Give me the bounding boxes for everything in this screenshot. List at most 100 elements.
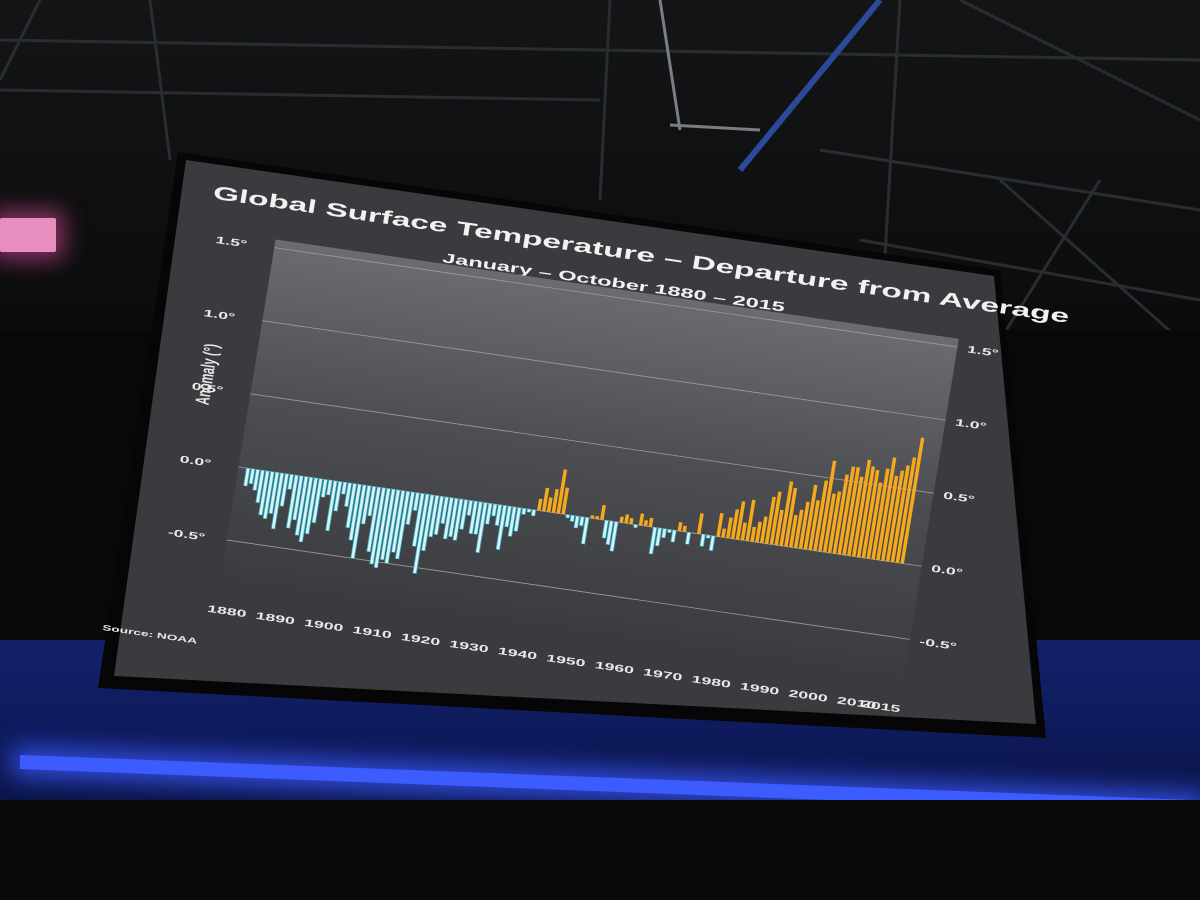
- y-axis-left: 1.5° 1.0° 0.5° 0.0° -0.5°: [167, 235, 249, 544]
- plot-area: [220, 239, 959, 677]
- y-tick-right: 0.0°: [930, 563, 964, 579]
- bar-1930: [484, 502, 493, 525]
- bar-1989: [774, 509, 784, 546]
- y-tick-right: 1.0°: [954, 417, 988, 433]
- bar-1893: [298, 476, 314, 543]
- bar-1891: [292, 475, 304, 521]
- bar-1957: [619, 516, 624, 523]
- bar-1929: [475, 502, 488, 554]
- bar-1933: [495, 505, 508, 551]
- bar-1950: [580, 517, 590, 545]
- gridline: [262, 320, 946, 421]
- bar-1917: [412, 493, 430, 574]
- bar-1907: [366, 486, 382, 553]
- bar-1944: [556, 469, 568, 514]
- bar-1908: [369, 487, 387, 565]
- bar-1914: [405, 491, 416, 525]
- bar-2005: [851, 459, 872, 557]
- bar-2008: [866, 482, 883, 559]
- bar-1920: [433, 495, 445, 536]
- bar-1901: [343, 482, 353, 507]
- bar-1980: [730, 509, 740, 540]
- y-tick-left: 1.0°: [203, 308, 237, 324]
- bar-1904: [350, 484, 367, 559]
- bar-1888: [279, 473, 290, 507]
- bar-1977: [716, 513, 724, 537]
- bar-1960: [633, 524, 638, 529]
- bar-1906: [367, 486, 377, 517]
- gridline: [250, 393, 934, 494]
- floor: [0, 800, 1200, 900]
- bar-1982: [740, 522, 747, 541]
- bar-1919: [428, 495, 440, 538]
- bar-1994: [798, 501, 810, 549]
- bar-1979: [726, 517, 733, 539]
- bar-1974: [699, 534, 706, 547]
- bar-1942: [546, 497, 553, 513]
- bar-1932: [494, 504, 503, 526]
- bar-1926: [466, 500, 474, 516]
- bar-1991: [784, 487, 798, 547]
- bar-1984: [750, 526, 757, 542]
- bar-1887: [270, 472, 285, 530]
- bar-1890: [285, 474, 299, 529]
- bar-1961: [638, 513, 645, 526]
- bar-1938: [526, 508, 532, 513]
- bar-1928: [473, 501, 483, 535]
- y-tick-left: 1.5°: [215, 235, 249, 251]
- bar-2000: [827, 491, 842, 554]
- bar-1952: [595, 515, 600, 520]
- bar-1945: [561, 487, 570, 515]
- bar-1968: [670, 529, 677, 543]
- bar-1971: [684, 531, 692, 545]
- bar-1973: [696, 513, 704, 535]
- bar-1912: [391, 490, 406, 553]
- bar-1993: [793, 509, 804, 549]
- bar-2009: [871, 468, 890, 560]
- bar-1892: [294, 476, 309, 536]
- bar-1910: [379, 488, 396, 561]
- bar-1936: [513, 507, 522, 532]
- bar-2015: [900, 437, 925, 564]
- bar-2014: [895, 457, 917, 563]
- bar-1951: [590, 515, 595, 519]
- bar-1949: [578, 516, 585, 527]
- bar-2004: [847, 476, 864, 556]
- bar-1931: [491, 503, 498, 517]
- bar-1935: [507, 506, 517, 537]
- bar-1970: [682, 525, 687, 532]
- y-tick-right: 0.5°: [942, 490, 976, 506]
- bar-1947: [569, 514, 575, 522]
- bar-1885: [262, 471, 275, 520]
- bar-2002: [837, 466, 856, 555]
- bars: [243, 437, 925, 574]
- y-tick-left: 0.5°: [191, 381, 225, 397]
- gridline: [238, 466, 922, 567]
- bar-1881: [248, 468, 256, 485]
- bar-1975: [705, 534, 711, 539]
- bar-1972: [692, 532, 696, 534]
- bar-1915: [412, 492, 420, 512]
- bar-1924: [452, 498, 464, 541]
- bar-2001: [832, 474, 849, 554]
- bar-1985: [755, 521, 762, 543]
- bar-1940: [537, 498, 543, 511]
- bar-1895: [311, 478, 324, 524]
- y-axis-right: 1.5° 1.0° 0.5° 0.0° -0.5°: [918, 344, 999, 653]
- bar-1955: [605, 520, 614, 546]
- gridline: [226, 539, 910, 640]
- bar-1954: [601, 519, 609, 539]
- bar-1976: [708, 535, 716, 552]
- bar-2003: [842, 467, 861, 556]
- bar-1886: [268, 471, 280, 514]
- bar-1918: [421, 494, 435, 552]
- y-tick-left: 0.0°: [179, 454, 213, 470]
- bar-1880: [243, 467, 251, 487]
- bar-1889: [287, 474, 294, 490]
- bar-1909: [373, 488, 391, 569]
- bar-1981: [735, 501, 746, 540]
- bar-1897: [326, 479, 333, 496]
- bar-1966: [661, 528, 667, 539]
- gridlines: [226, 247, 958, 640]
- bar-1978: [721, 528, 727, 538]
